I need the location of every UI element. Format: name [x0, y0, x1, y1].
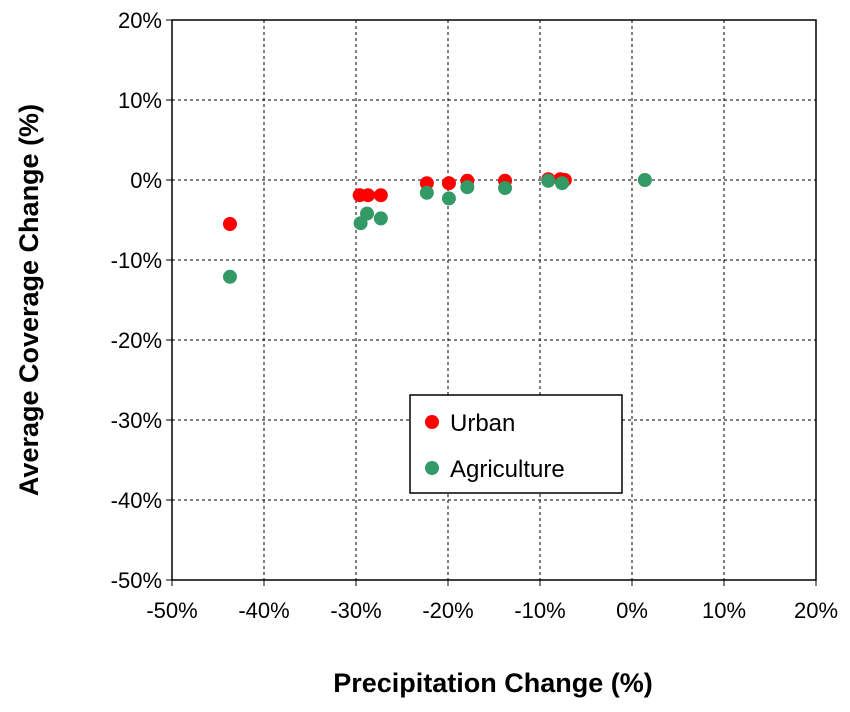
x-tick-label: -20%: [422, 598, 473, 623]
data-point: [541, 173, 556, 188]
data-point: [441, 191, 456, 206]
y-tick-label: -50%: [111, 568, 162, 593]
x-tick-label: 20%: [794, 598, 838, 623]
y-tick-label: -40%: [111, 488, 162, 513]
legend-marker: [425, 461, 439, 475]
plot-area: [172, 20, 816, 580]
data-point: [555, 176, 570, 191]
y-tick-label: -20%: [111, 328, 162, 353]
data-point: [419, 185, 434, 200]
x-axis-title: Precipitation Change (%): [333, 668, 653, 698]
x-tick-label: -50%: [146, 598, 197, 623]
data-point: [360, 188, 375, 203]
legend-marker: [425, 415, 439, 429]
plot-border: [171, 19, 817, 581]
data-point: [360, 206, 375, 221]
x-tick-label: -40%: [238, 598, 289, 623]
data-point: [373, 211, 388, 226]
data-point: [637, 173, 652, 187]
data-point: [222, 269, 237, 284]
data-point: [373, 188, 388, 203]
y-tick-label: 0%: [130, 168, 162, 193]
data-point: [441, 176, 456, 191]
data-point: [498, 181, 513, 195]
data-point: [419, 176, 434, 191]
legend-label: Urban: [450, 410, 515, 437]
x-tick-label: 10%: [702, 598, 746, 623]
y-axis-title: Average Coverage Change (%): [14, 104, 44, 496]
y-tick-label: -10%: [111, 248, 162, 273]
x-tick-label: -10%: [514, 598, 565, 623]
data-point: [460, 180, 475, 195]
legend-label: Agriculture: [450, 456, 565, 483]
x-tick-label: -30%: [330, 598, 381, 623]
x-tick-label: 0%: [616, 598, 648, 623]
y-tick-label: 10%: [118, 88, 162, 113]
legend-box: [409, 394, 623, 494]
y-tick-label: -30%: [111, 408, 162, 433]
y-tick-label: 20%: [118, 8, 162, 33]
data-point: [222, 217, 237, 231]
